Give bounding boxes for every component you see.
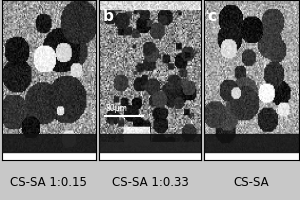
Text: CS-SA: CS-SA [233, 176, 269, 188]
Text: 80μm: 80μm [105, 104, 127, 113]
Bar [204, 134, 298, 152]
Text: CS-SA 1:0.15: CS-SA 1:0.15 [10, 176, 87, 188]
Text: b: b [103, 9, 114, 24]
Bar [2, 134, 96, 152]
Text: CS-SA 1:0.33: CS-SA 1:0.33 [112, 176, 188, 188]
Text: c: c [208, 9, 217, 24]
Bar [99, 134, 201, 152]
